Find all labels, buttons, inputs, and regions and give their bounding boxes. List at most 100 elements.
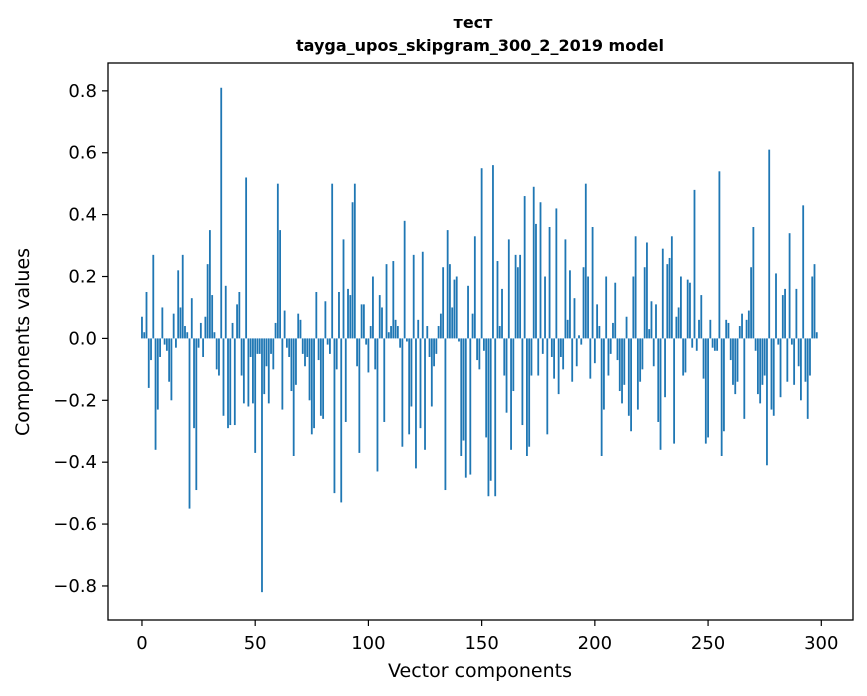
bar-25	[197, 338, 200, 348]
bar-270	[752, 227, 755, 339]
bar-8	[159, 338, 161, 357]
bar-284	[784, 288, 786, 339]
bar-69	[297, 313, 300, 339]
bar-216	[630, 338, 632, 432]
bar-268	[747, 310, 750, 339]
bar-273	[759, 338, 762, 404]
bar-184	[557, 338, 560, 395]
bar-181	[550, 338, 553, 357]
bar-109	[387, 332, 390, 339]
bar-46	[245, 177, 248, 339]
bar-3	[147, 338, 150, 388]
bar-255	[718, 171, 721, 339]
bar-274	[761, 338, 764, 385]
bar-190	[571, 338, 574, 382]
bar-122	[417, 319, 420, 339]
bar-34	[218, 338, 220, 376]
bar-288	[793, 338, 796, 385]
bar-249	[704, 338, 707, 444]
bar-267	[745, 319, 748, 339]
bar-36	[222, 338, 225, 416]
bar-232	[666, 264, 669, 339]
bar-112	[394, 319, 397, 339]
bar-106	[381, 307, 383, 339]
bar-264	[738, 326, 741, 339]
bar-282	[779, 338, 782, 398]
bar-292	[802, 205, 805, 339]
bar-139	[455, 276, 458, 339]
bar-140	[458, 338, 460, 342]
bar-5	[152, 254, 155, 339]
bar-214	[625, 316, 628, 339]
bar-236	[675, 316, 678, 339]
bar-97	[360, 304, 363, 339]
bar-149	[478, 338, 481, 370]
bar-231	[664, 338, 666, 398]
bar-157	[496, 261, 499, 339]
bar-210	[616, 338, 619, 361]
bar-252	[711, 338, 714, 348]
bar-182	[553, 338, 555, 379]
bar-56	[267, 338, 270, 404]
bar-101	[369, 326, 372, 339]
bar-235	[673, 338, 676, 444]
x-tick-label: 250	[691, 633, 725, 654]
x-axis-ticks: 0 50 100 150 200 250 300	[136, 620, 838, 654]
bar-49	[252, 338, 254, 404]
bar-150	[480, 168, 483, 339]
bar-283	[781, 295, 784, 339]
bar-10	[163, 338, 166, 345]
bar-148	[476, 338, 479, 361]
bar-155	[492, 165, 494, 339]
bar-173	[532, 186, 535, 339]
bar-278	[770, 338, 773, 410]
bar-55	[265, 338, 268, 367]
bar-217	[632, 276, 635, 339]
bar-77	[315, 291, 318, 339]
bar-14	[172, 313, 175, 339]
bar-71	[301, 338, 304, 354]
bar-244	[693, 189, 696, 339]
bar-164	[512, 338, 515, 392]
bar-193	[578, 335, 580, 339]
bar-154	[489, 338, 492, 481]
bar-107	[383, 338, 386, 422]
bar-115	[401, 338, 404, 447]
bar-126	[426, 326, 429, 339]
bar-239	[682, 338, 685, 376]
bar-290	[797, 338, 800, 367]
bars-group	[141, 87, 818, 593]
bar-135	[446, 230, 449, 339]
bar-119	[410, 338, 413, 407]
bar-79	[319, 338, 322, 416]
bar-198	[589, 338, 592, 379]
bar-206	[607, 338, 610, 376]
bar-31	[211, 295, 214, 339]
bar-146	[471, 313, 474, 339]
bar-73	[306, 338, 309, 357]
bar-33	[215, 338, 218, 370]
bar-159	[501, 288, 503, 339]
bar-41	[233, 338, 236, 426]
bar-209	[614, 282, 617, 339]
bar-103	[374, 338, 377, 370]
bar-179	[546, 338, 549, 435]
bar-78	[317, 338, 320, 361]
bar-224	[648, 329, 651, 339]
bar-9	[161, 307, 164, 339]
bar-76	[313, 338, 315, 429]
bar-91	[347, 288, 349, 339]
bar-65	[288, 338, 291, 357]
plot-area-frame	[107, 62, 854, 621]
bar-170	[526, 338, 528, 456]
x-tick-label: 150	[464, 633, 498, 654]
bar-230	[661, 248, 664, 339]
bar-88	[340, 338, 343, 503]
bar-169	[523, 196, 526, 339]
bar-35	[220, 87, 223, 339]
bar-297	[813, 264, 816, 339]
chart-subtitle: tayga_upos_skipgram_300_2_2019 model	[296, 36, 664, 55]
bar-266	[743, 338, 746, 419]
bar-32	[213, 332, 216, 339]
